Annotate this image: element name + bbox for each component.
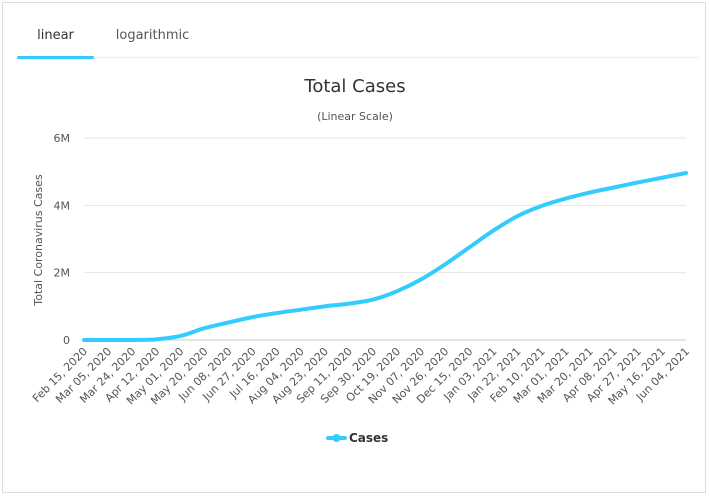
scale-tabs: linear logarithmic (17, 15, 699, 59)
legend-marker-dot (332, 434, 341, 442)
chart-panel: linear logarithmic (2, 2, 706, 493)
active-tab-indicator (17, 56, 94, 59)
tab-logarithmic[interactable]: logarithmic (105, 15, 200, 57)
y-tick-label: 6M (54, 132, 71, 145)
legend[interactable]: Cases (326, 431, 388, 445)
tab-linear-label: linear (37, 28, 74, 43)
grid-lines (84, 137, 686, 341)
series-line-cases (82, 171, 688, 343)
y-tick-label: 2M (54, 267, 71, 280)
y-tick-labels: 0 2M 4M 6M (54, 132, 71, 347)
y-axis-label: Total Coronavirus Cases (32, 174, 45, 307)
y-tick-label: 0 (63, 334, 70, 347)
y-tick-label: 4M (54, 199, 71, 212)
chart-subtitle: (Linear Scale) (317, 110, 393, 123)
tab-logarithmic-label: logarithmic (115, 28, 190, 43)
tab-linear[interactable]: linear (17, 15, 94, 59)
chart-title: Total Cases (303, 76, 405, 97)
legend-label-cases: Cases (349, 431, 388, 445)
